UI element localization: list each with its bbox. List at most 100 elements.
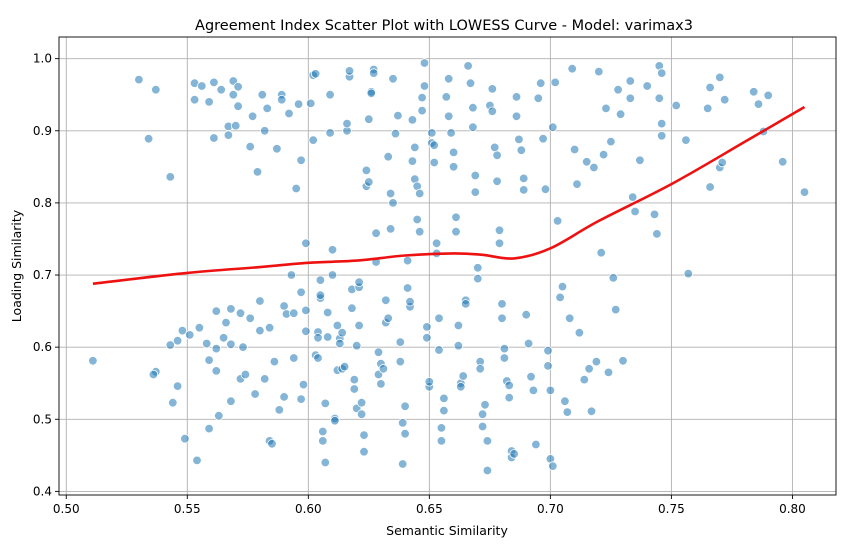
data-point bbox=[286, 270, 297, 280]
data-point bbox=[143, 133, 154, 144]
data-point bbox=[151, 84, 161, 95]
data-point bbox=[226, 396, 236, 406]
data-point bbox=[519, 173, 529, 184]
data-point bbox=[446, 128, 456, 138]
data-point bbox=[799, 187, 810, 197]
data-point bbox=[439, 405, 449, 416]
data-point bbox=[412, 214, 422, 225]
data-point bbox=[545, 385, 556, 396]
data-point bbox=[402, 283, 413, 293]
data-point bbox=[272, 144, 282, 154]
data-point bbox=[230, 120, 241, 131]
data-point bbox=[749, 87, 759, 97]
data-point bbox=[521, 310, 531, 320]
data-point bbox=[538, 133, 548, 144]
data-point bbox=[240, 369, 251, 380]
data-point bbox=[364, 114, 374, 124]
data-point bbox=[444, 111, 454, 122]
data-point bbox=[511, 92, 522, 102]
data-point bbox=[487, 106, 498, 117]
data-point bbox=[681, 135, 691, 145]
data-point bbox=[611, 304, 621, 315]
data-point bbox=[516, 145, 527, 155]
data-point bbox=[400, 429, 410, 439]
data-point bbox=[463, 61, 473, 71]
data-point bbox=[172, 336, 183, 346]
data-point bbox=[567, 63, 577, 74]
data-point bbox=[574, 328, 585, 338]
data-point bbox=[477, 421, 488, 432]
data-point bbox=[267, 439, 277, 449]
data-point bbox=[184, 330, 195, 340]
data-point bbox=[603, 367, 614, 378]
data-point bbox=[310, 69, 321, 79]
data-point bbox=[417, 105, 427, 116]
data-point bbox=[172, 381, 183, 391]
data-point bbox=[204, 423, 214, 434]
data-point bbox=[475, 364, 485, 374]
data-point bbox=[543, 361, 553, 371]
data-point bbox=[584, 364, 594, 374]
data-point bbox=[482, 465, 493, 476]
data-point bbox=[301, 238, 311, 249]
data-point bbox=[180, 434, 190, 444]
data-point bbox=[366, 88, 377, 99]
data-point bbox=[260, 374, 270, 384]
data-point bbox=[352, 341, 362, 351]
data-point bbox=[429, 157, 439, 168]
data-point bbox=[763, 90, 773, 101]
data-point bbox=[540, 184, 551, 194]
data-point bbox=[499, 343, 510, 354]
data-point bbox=[453, 320, 464, 331]
data-point bbox=[407, 115, 418, 125]
x-tick-label: 0.80 bbox=[779, 502, 806, 516]
data-point bbox=[192, 455, 202, 466]
data-point bbox=[209, 133, 219, 143]
data-point bbox=[753, 99, 764, 109]
data-point bbox=[223, 130, 234, 140]
data-point bbox=[347, 303, 357, 313]
data-point bbox=[168, 398, 178, 408]
data-point bbox=[247, 111, 258, 122]
data-point bbox=[415, 188, 425, 199]
data-point bbox=[555, 292, 565, 303]
data-point bbox=[598, 149, 609, 160]
data-point bbox=[536, 78, 546, 88]
data-point bbox=[504, 392, 514, 403]
data-point bbox=[218, 333, 229, 343]
data-point bbox=[422, 333, 432, 343]
data-point bbox=[594, 66, 604, 77]
data-point bbox=[327, 245, 338, 255]
data-point bbox=[325, 89, 335, 100]
x-axis-ticks: 0.50 0.55 0.60 0.65 0.70 0.75 0.80 bbox=[53, 495, 806, 516]
data-point bbox=[579, 374, 590, 385]
data-point bbox=[226, 339, 236, 350]
data-point bbox=[344, 66, 355, 76]
data-point bbox=[565, 313, 575, 324]
data-point bbox=[308, 135, 318, 145]
data-point bbox=[235, 308, 246, 318]
data-point bbox=[705, 182, 715, 192]
data-point bbox=[596, 247, 606, 258]
data-point bbox=[415, 226, 425, 237]
x-tick-label: 0.60 bbox=[295, 502, 322, 516]
data-point bbox=[613, 84, 623, 95]
data-point bbox=[444, 74, 454, 84]
data-point bbox=[427, 128, 437, 138]
data-point bbox=[405, 297, 415, 307]
data-point bbox=[615, 109, 626, 119]
data-point bbox=[221, 317, 231, 328]
data-point bbox=[354, 277, 364, 287]
chart-title: Agreement Index Scatter Plot with LOWESS… bbox=[195, 18, 693, 34]
data-point bbox=[393, 110, 403, 121]
data-point bbox=[657, 118, 667, 129]
data-point bbox=[330, 416, 340, 426]
data-point bbox=[477, 409, 488, 419]
data-point bbox=[720, 94, 730, 105]
data-point bbox=[657, 68, 667, 78]
data-point bbox=[245, 141, 255, 152]
data-point bbox=[238, 342, 248, 352]
data-point bbox=[582, 157, 592, 167]
data-point bbox=[492, 176, 502, 187]
data-point bbox=[652, 229, 662, 239]
